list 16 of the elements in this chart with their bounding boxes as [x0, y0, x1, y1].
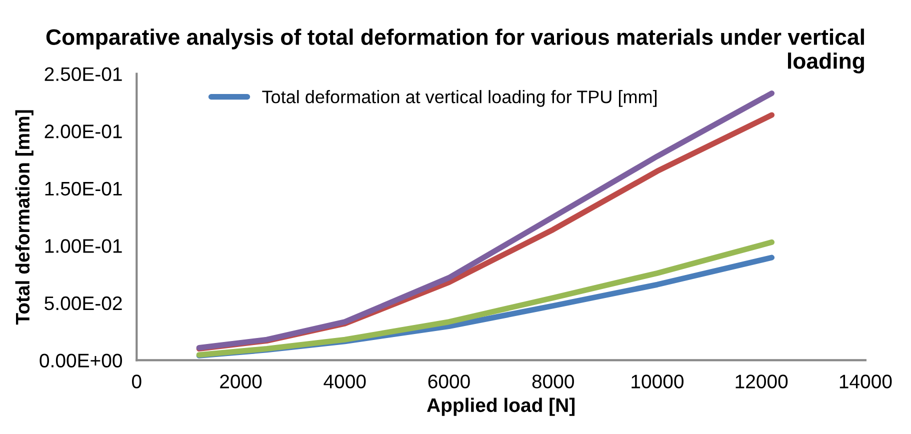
x-tick-label: 6000 — [428, 374, 470, 388]
x-tick-label: 12000 — [736, 374, 788, 388]
x-tick-label: 10000 — [632, 374, 684, 388]
x-tick-label: 2000 — [220, 374, 262, 388]
legend-label: Total deformation at vertical loading for TPU [mm] — [262, 90, 657, 107]
x-tick-label: 0 — [132, 374, 142, 388]
y-tick-label: 5.00E-02 — [44, 296, 122, 310]
y-tick-label: 0.00E+00 — [40, 354, 122, 368]
x-tick-label: 14000 — [840, 374, 892, 388]
y-tick-label: 2.00E-01 — [44, 124, 122, 138]
x-axis-title: Applied load [N] — [427, 398, 574, 416]
y-tick-label: 1.50E-01 — [45, 182, 122, 196]
x-tick-label: 8000 — [532, 374, 574, 388]
x-tick-label: 4000 — [324, 374, 366, 388]
y-tick-label: 1.00E-01 — [45, 239, 122, 253]
y-axis-title: Total deformation [mm] — [15, 110, 34, 325]
